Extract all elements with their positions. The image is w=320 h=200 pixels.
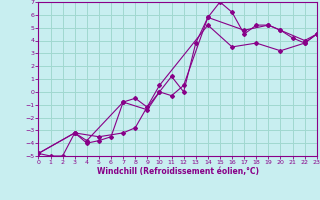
X-axis label: Windchill (Refroidissement éolien,°C): Windchill (Refroidissement éolien,°C) — [97, 167, 259, 176]
